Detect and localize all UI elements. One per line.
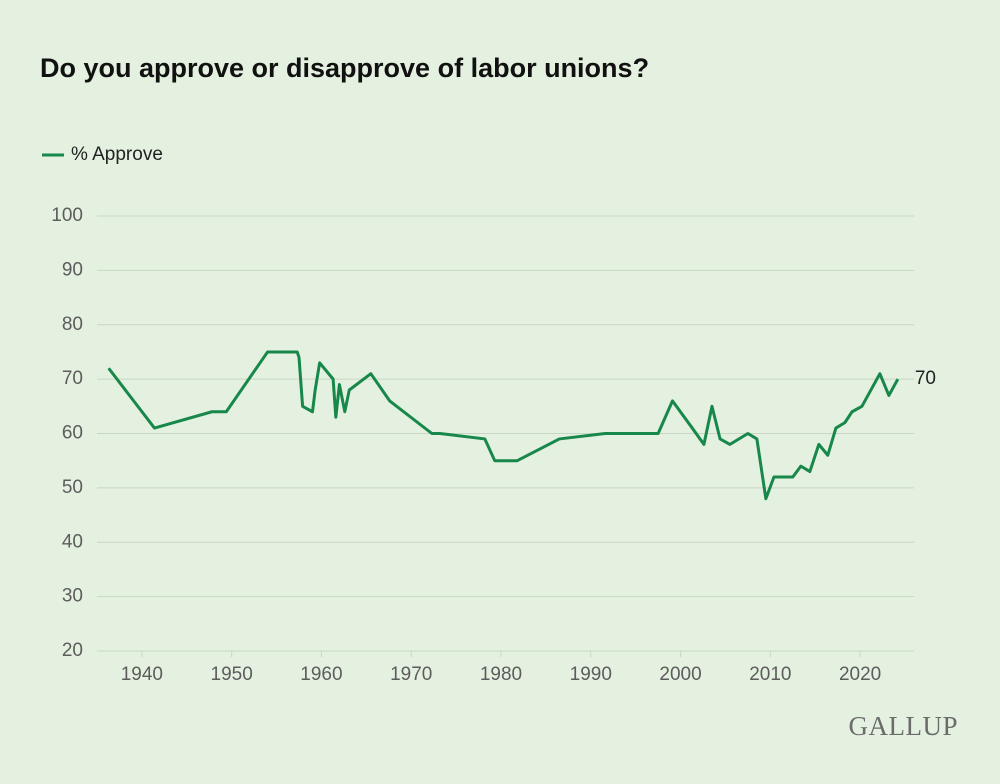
x-tick-label: 1960	[300, 664, 342, 685]
x-tick-label: 2000	[659, 664, 701, 685]
y-tick-label: 70	[62, 368, 83, 389]
x-tick-label: 1980	[480, 664, 522, 685]
x-tick-label: 1950	[211, 664, 253, 685]
end-value-label: 70	[915, 368, 936, 389]
x-tick-label: 2020	[839, 664, 881, 685]
logo: GALLUP	[849, 711, 959, 741]
x-tick-label: 1990	[570, 664, 612, 685]
data-line	[107, 350, 900, 501]
y-tick-label: 30	[62, 586, 83, 607]
legend-label: % Approve	[71, 144, 163, 165]
y-tick-label: 20	[62, 640, 83, 661]
x-tick-label: 1940	[121, 664, 163, 685]
chart-title: Do you approve or disapprove of labor un…	[40, 53, 649, 83]
y-tick-label: 90	[62, 259, 83, 280]
x-tick-label: 2010	[749, 664, 791, 685]
y-tick-label: 40	[62, 531, 83, 552]
y-tick-label: 50	[62, 477, 83, 498]
x-tick-label: 1970	[390, 664, 432, 685]
y-tick-label: 100	[51, 205, 83, 226]
y-tick-label: 60	[62, 423, 83, 444]
y-tick-label: 80	[62, 314, 83, 335]
